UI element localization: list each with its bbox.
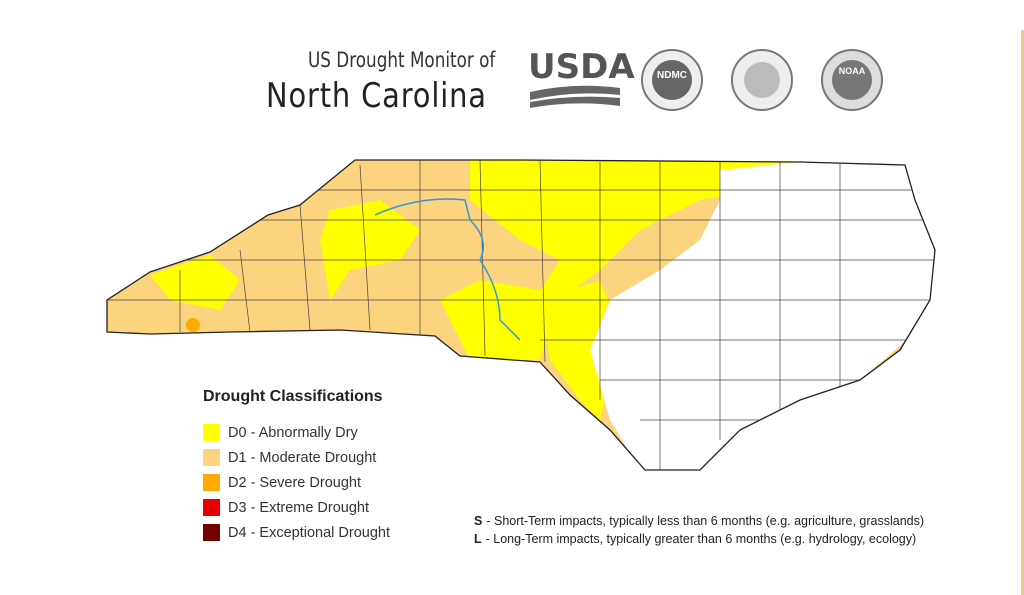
legend-item: D2 - Severe Drought — [203, 470, 390, 495]
commerce-seal — [731, 49, 793, 111]
logo-text: USDA — [528, 47, 635, 87]
legend-swatch — [203, 524, 220, 541]
noaa-logo: NOAA — [821, 49, 883, 111]
usda-logo: USDA — [528, 47, 635, 108]
legend-item: D3 - Extreme Drought — [203, 495, 390, 520]
logo-text: NDMC — [657, 70, 687, 81]
legend-label: D3 - Extreme Drought — [228, 499, 370, 516]
legend-swatch — [203, 499, 220, 516]
legend-label: D2 - Severe Drought — [228, 474, 361, 491]
legend-title: Drought Classifications — [203, 388, 383, 405]
legend-label: D0 - Abnormally Dry — [228, 424, 358, 441]
legend-label: D1 - Moderate Drought — [228, 449, 377, 466]
legend-label: D4 - Exceptional Drought — [228, 524, 390, 541]
logo-text: NOAA — [839, 66, 866, 76]
legend-swatch — [203, 449, 220, 466]
legend-item: D1 - Moderate Drought — [203, 445, 390, 470]
note: L- Long-Term impacts, typically greater … — [474, 530, 924, 548]
legend-swatch — [203, 474, 220, 491]
note-text: - Long-Term impacts, typically greater t… — [485, 532, 917, 546]
note: S- Short-Term impacts, typically less th… — [474, 512, 924, 530]
title-top: US Drought Monitor of — [308, 48, 496, 72]
title-main: North Carolina — [266, 76, 487, 116]
note-text: - Short-Term impacts, typically less tha… — [486, 514, 925, 528]
legend: Drought Classifications D0 - Abnormally … — [203, 388, 390, 545]
legend-swatch — [203, 424, 220, 441]
ndmc-logo: NDMC — [641, 49, 703, 111]
scrollbar-edge — [1021, 30, 1024, 595]
notes: S- Short-Term impacts, typically less th… — [474, 512, 924, 548]
note-key: S — [474, 514, 483, 528]
note-key: L — [474, 532, 482, 546]
legend-item: D0 - Abnormally Dry — [203, 420, 390, 445]
legend-item: D4 - Exceptional Drought — [203, 520, 390, 545]
